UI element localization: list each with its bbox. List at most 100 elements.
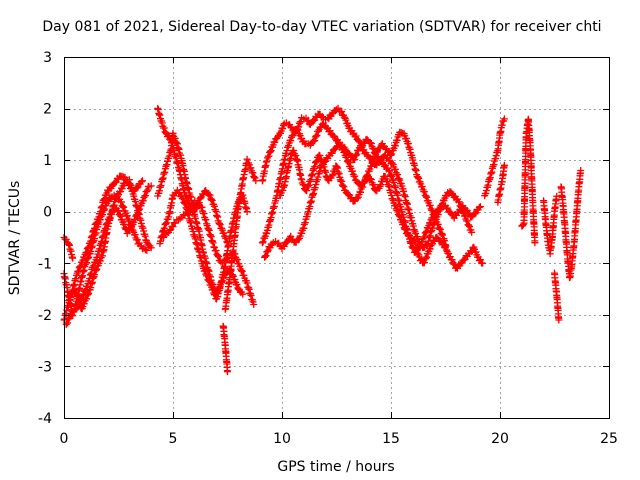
data-point [311, 133, 319, 141]
data-point [220, 229, 228, 237]
data-point [120, 220, 128, 228]
data-point [96, 216, 104, 224]
data-point [247, 164, 255, 172]
data-point [267, 147, 275, 155]
data-point [115, 207, 122, 215]
data-point [244, 284, 252, 292]
data-point [340, 183, 348, 191]
data-point [294, 236, 302, 244]
chart-title: Day 081 of 2021, Sidereal Day-to-day VTE… [42, 19, 601, 35]
data-point [209, 239, 217, 247]
data-point [160, 224, 168, 232]
data-point [318, 157, 326, 165]
data-point [436, 226, 444, 233]
data-point [143, 187, 151, 195]
data-point [96, 257, 104, 265]
data-point [471, 210, 479, 218]
data-point [263, 157, 271, 165]
data-point [311, 163, 319, 170]
data-point [83, 255, 91, 263]
data-point [101, 205, 109, 213]
x-tick-label: 5 [169, 431, 178, 447]
data-point [250, 173, 258, 180]
data-point [238, 267, 246, 275]
data-point [353, 150, 361, 158]
data-point [435, 224, 443, 232]
data-point [372, 152, 380, 160]
data-point [147, 244, 155, 252]
data-point [337, 142, 345, 150]
data-point [334, 104, 342, 112]
data-point [133, 184, 141, 192]
data-point [354, 137, 362, 144]
data-point [280, 242, 288, 250]
data-point [370, 181, 378, 189]
data-point [519, 221, 527, 229]
data-point [144, 186, 152, 194]
data-point [84, 254, 92, 262]
data-point [466, 223, 473, 230]
data-point [349, 167, 356, 175]
data-point [171, 134, 179, 142]
data-point [366, 175, 374, 183]
data-point [391, 165, 399, 173]
data-point [448, 256, 456, 264]
data-point [119, 203, 127, 210]
data-point [357, 188, 364, 196]
data-point [120, 203, 128, 211]
data-point [422, 254, 430, 262]
data-point [442, 244, 449, 252]
x-axis-label: GPS time / hours [277, 459, 394, 475]
data-point [388, 150, 396, 158]
data-point [423, 193, 431, 201]
data-point [209, 286, 217, 294]
x-tick-label: 0 [60, 431, 69, 447]
data-point [222, 255, 230, 263]
data-point [83, 291, 91, 299]
data-point [64, 297, 72, 304]
data-point [338, 108, 346, 115]
data-point [259, 238, 267, 246]
data-point [83, 259, 90, 267]
data-point [531, 239, 539, 247]
data-point [359, 183, 367, 191]
data-point [93, 265, 101, 273]
data-point [205, 225, 212, 233]
data-point [351, 156, 359, 163]
data-point [139, 197, 147, 205]
data-point [371, 153, 379, 161]
data-point [352, 132, 360, 140]
data-point [355, 137, 363, 145]
data-point [131, 231, 139, 239]
data-point [261, 253, 269, 261]
data-point [436, 205, 444, 213]
data-point [344, 158, 352, 166]
data-point [139, 177, 146, 185]
data-point [366, 139, 374, 147]
data-point [91, 271, 98, 279]
data-point [83, 295, 90, 303]
data-point [214, 252, 222, 260]
data-point [117, 198, 125, 206]
data-point [65, 315, 73, 322]
y-tick-label: -1 [38, 256, 52, 272]
data-point [212, 247, 220, 254]
data-point [279, 187, 287, 194]
plot-frame [64, 57, 610, 419]
data-point [137, 178, 145, 186]
y-tick-label: -4 [38, 411, 52, 427]
data-point [117, 212, 125, 220]
data-point [64, 319, 72, 327]
data-point [298, 229, 306, 237]
data-point [176, 189, 183, 196]
data-point [345, 159, 353, 167]
data-point [434, 220, 442, 228]
data-point [160, 124, 168, 132]
data-point [247, 292, 255, 299]
data-point [176, 215, 184, 223]
y-tick-label: 0 [43, 205, 52, 221]
data-point [313, 131, 321, 139]
data-point [428, 224, 436, 232]
data-point [387, 171, 395, 179]
